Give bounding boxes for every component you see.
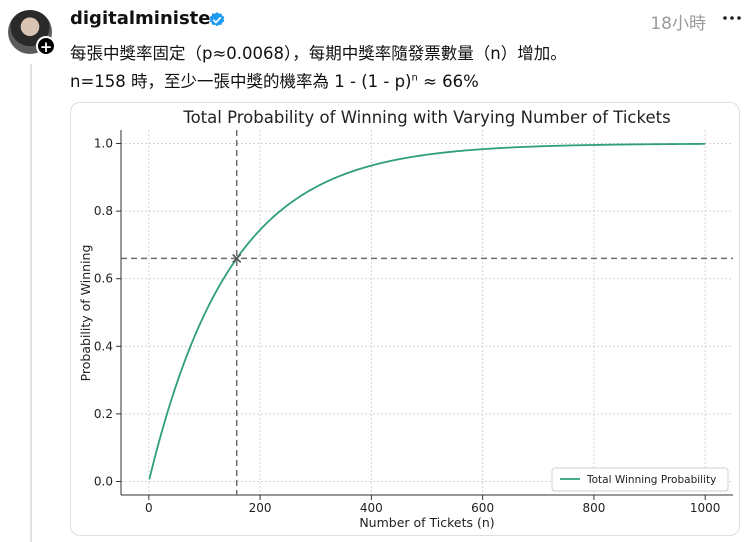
x-tick-label: 200 [249, 501, 272, 515]
y-tick-label: 0.8 [94, 204, 113, 218]
legend-entry: Total Winning Probability [586, 474, 716, 486]
verified-badge-icon [209, 12, 225, 27]
chart-axes [120, 130, 733, 496]
chart-legend: Total Winning Probability [551, 467, 729, 492]
reference-lines [121, 130, 733, 495]
reference-point-mark [232, 253, 242, 263]
post-text-line-1: 每張中獎率固定（p≈0.0068），每期中獎率隨發票數量（n）增加。 [70, 44, 567, 63]
x-tick-label: 0 [145, 501, 153, 515]
x-tick-label: 800 [582, 501, 605, 515]
post-text-result: ≈ 66% [417, 72, 479, 91]
chart-ticks: 0 200 400 600 800 1000 0.0 0.2 0.4 0.6 0.8 1.0 [94, 137, 721, 515]
y-tick-label: 0.0 [94, 474, 113, 488]
post-text-line-2: n=158 時，至少一張中獎的機率為 1 - (1 - p)n ≈ 66% [70, 68, 479, 92]
post-text-exponent: n [411, 72, 418, 84]
x-tick-label: 600 [471, 501, 494, 515]
chart-image[interactable]: 0 200 400 600 800 1000 0.0 0.2 0.4 0.6 0.8 1.0 Tota… [70, 102, 740, 536]
y-tick-label: 1.0 [94, 137, 113, 151]
probability-chart: 0 200 400 600 800 1000 0.0 0.2 0.4 0.6 0.8 1.0 Tota… [78, 108, 733, 530]
y-tick-label: 0.4 [94, 339, 113, 353]
chart-grid [121, 130, 733, 495]
y-tick-label: 0.2 [94, 407, 113, 421]
more-options-icon[interactable] [720, 6, 744, 30]
thread-line [30, 64, 32, 542]
series-line-total-winning-probability [148, 142, 706, 480]
reference-marker [232, 253, 242, 263]
chart-title: Total Probability of Winning with Varyin… [182, 108, 670, 127]
username[interactable]: digitalminister [70, 8, 220, 29]
y-tick-label: 0.6 [94, 272, 113, 286]
plus-icon[interactable]: + [36, 36, 56, 56]
post-text-formula: n=158 時，至少一張中獎的機率為 1 - (1 - p) [70, 72, 412, 91]
x-tick-label: 1000 [690, 501, 721, 515]
y-axis-label: Probability of Winning [78, 245, 93, 382]
x-axis-label: Number of Tickets (n) [359, 515, 494, 530]
x-tick-label: 400 [360, 501, 383, 515]
post-timestamp[interactable]: 18小時 [650, 14, 706, 34]
